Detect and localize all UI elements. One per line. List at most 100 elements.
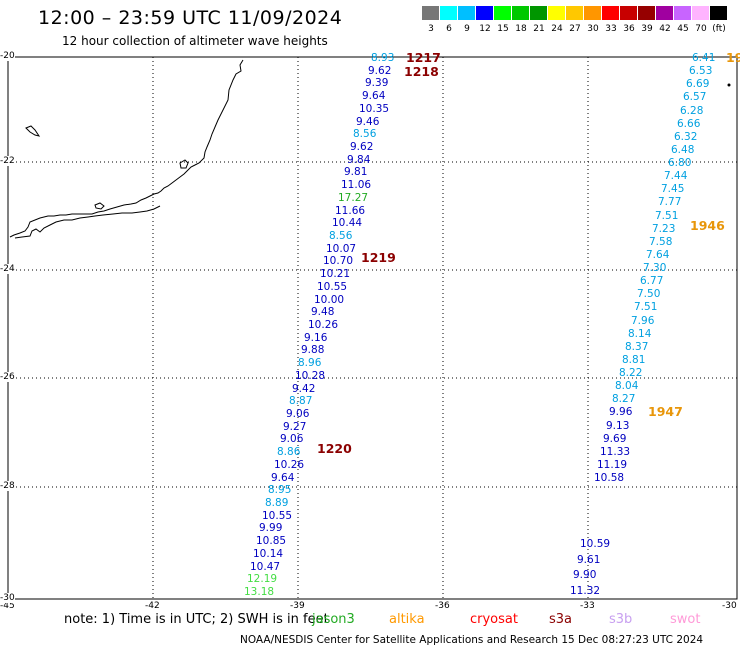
wave-height-value: 10.00 (314, 294, 345, 306)
wave-height-value: 7.50 (637, 288, 661, 300)
wave-height-value: 6.57 (683, 91, 707, 103)
wave-height-value: 11.32 (570, 585, 601, 597)
wave-height-value: 8.14 (628, 328, 652, 340)
wave-height-value: 11.19 (597, 459, 628, 471)
wave-height-value: 6.69 (686, 78, 710, 90)
satellite-legend-item: s3a (549, 612, 573, 627)
wave-height-value: 7.45 (661, 183, 685, 195)
footer-note: note: 1) Time is in UTC; 2) SWH is in fe… (64, 612, 329, 627)
wave-height-value: 9.06 (280, 433, 304, 445)
wave-height-value: 9.42 (292, 383, 316, 395)
wave-height-value: 7.58 (649, 236, 673, 248)
wave-height-value: 9.13 (606, 420, 630, 432)
wave-height-value: 7.77 (658, 196, 682, 208)
satellite-legend-item: s3b (609, 612, 633, 627)
wave-height-value: 10.85 (256, 535, 287, 547)
wave-height-value: 11.33 (600, 446, 631, 458)
wave-height-value: 10.28 (295, 370, 326, 382)
satellite-legend-item: swot (670, 612, 701, 627)
color-scale-label: 70 (695, 24, 707, 34)
latitude-tick-label: -24 (0, 264, 15, 274)
wave-height-value: 6.53 (689, 65, 713, 77)
wave-height-value: 12.19 (247, 573, 278, 585)
wave-height-value: 8.95 (268, 484, 292, 496)
wave-height-value: 8.87 (289, 395, 313, 407)
wave-height-value: 9.90 (573, 569, 597, 581)
wave-height-value: 9.62 (350, 141, 374, 153)
wave-height-value: 8.81 (622, 354, 646, 366)
island-bay (94, 202, 105, 210)
wave-height-value: 6.32 (674, 131, 698, 143)
wave-height-value: 10.70 (323, 255, 354, 267)
wave-height-value: 7.96 (631, 315, 655, 327)
pass-time-label: 19 (726, 50, 740, 65)
color-swatch (638, 6, 655, 20)
color-swatch (530, 6, 547, 20)
color-scale-label: 6 (446, 24, 452, 34)
credit-line: NOAA/NESDIS Center for Satellite Applica… (240, 634, 704, 646)
satellite-legend-item: cryosat (470, 612, 518, 627)
color-swatch (512, 6, 529, 20)
color-scale-label: 45 (677, 24, 689, 34)
wave-height-value: 9.48 (311, 306, 335, 318)
graticule-grid (8, 57, 737, 599)
pass-time-label: 1947 (648, 404, 683, 419)
color-swatch (584, 6, 601, 20)
wave-height-value: 10.55 (317, 281, 348, 293)
wave-height-value: 10.59 (580, 538, 611, 550)
wave-height-value: 9.39 (365, 77, 389, 89)
wave-height-value: 9.16 (304, 332, 328, 344)
color-scale-label: 24 (551, 24, 563, 34)
satellite-legend-item: jason3 (312, 612, 355, 627)
wave-height-value: 8.86 (277, 446, 301, 458)
wave-height-value: 9.46 (356, 116, 380, 128)
wave-height-value: 6.41 (692, 52, 716, 64)
latitude-tick-label: -22 (0, 156, 15, 166)
longitude-tick-label: -42 (145, 601, 160, 611)
latitude-tick-label: -20 (0, 51, 15, 61)
wave-height-value: 10.58 (594, 472, 625, 484)
pass-time-label: 1220 (317, 441, 352, 456)
longitude-tick-label: -33 (580, 601, 595, 611)
map-subtitle: 12 hour collection of altimeter wave hei… (62, 34, 328, 48)
wave-height-value: 10.14 (253, 548, 284, 560)
latitude-tick-label: -28 (0, 481, 15, 491)
wave-height-value: 9.62 (368, 65, 392, 77)
wave-height-value: 6.66 (677, 118, 701, 130)
color-swatch (674, 6, 691, 20)
wave-height-value: 9.61 (577, 554, 601, 566)
wave-height-value: 6.80 (668, 157, 692, 169)
island-small (25, 125, 41, 137)
wave-height-value: 8.37 (625, 341, 649, 353)
wave-height-value: 10.21 (320, 268, 351, 280)
map-title: 12:00 – 23:59 UTC 11/09/2024 (38, 7, 343, 29)
latitude-tick-label: -26 (0, 372, 15, 382)
color-scale-label: (ft) (712, 24, 726, 34)
wave-height-value: 7.44 (664, 170, 688, 182)
wave-height-value: 8.89 (265, 497, 289, 509)
wave-height-value: 8.27 (612, 393, 636, 405)
wave-height-value: 8.22 (619, 367, 643, 379)
longitude-tick-label: -45 (0, 601, 15, 611)
color-scale-label: 39 (641, 24, 653, 34)
wave-height-value: 9.99 (259, 522, 283, 534)
color-scale-label: 30 (587, 24, 599, 34)
offshore-point (727, 83, 731, 87)
wave-height-value: 10.07 (326, 243, 357, 255)
color-swatch (440, 6, 457, 20)
color-scale-label: 9 (464, 24, 470, 34)
wave-height-value: 7.51 (655, 210, 679, 222)
wave-height-value: 10.44 (332, 217, 363, 229)
color-scale-label: 36 (623, 24, 635, 34)
wave-height-value: 8.04 (615, 380, 639, 392)
wave-height-value: 8.56 (329, 230, 353, 242)
coastline (9, 59, 244, 238)
wave-height-value: 17.27 (338, 192, 369, 204)
wave-height-value: 9.81 (344, 166, 368, 178)
color-swatch (602, 6, 619, 20)
wave-height-value: 6.77 (640, 275, 664, 287)
pass-time-label: 1218 (404, 64, 439, 79)
color-scale-label: 12 (479, 24, 491, 34)
color-swatch (548, 6, 565, 20)
wave-height-value: 6.28 (680, 105, 704, 117)
